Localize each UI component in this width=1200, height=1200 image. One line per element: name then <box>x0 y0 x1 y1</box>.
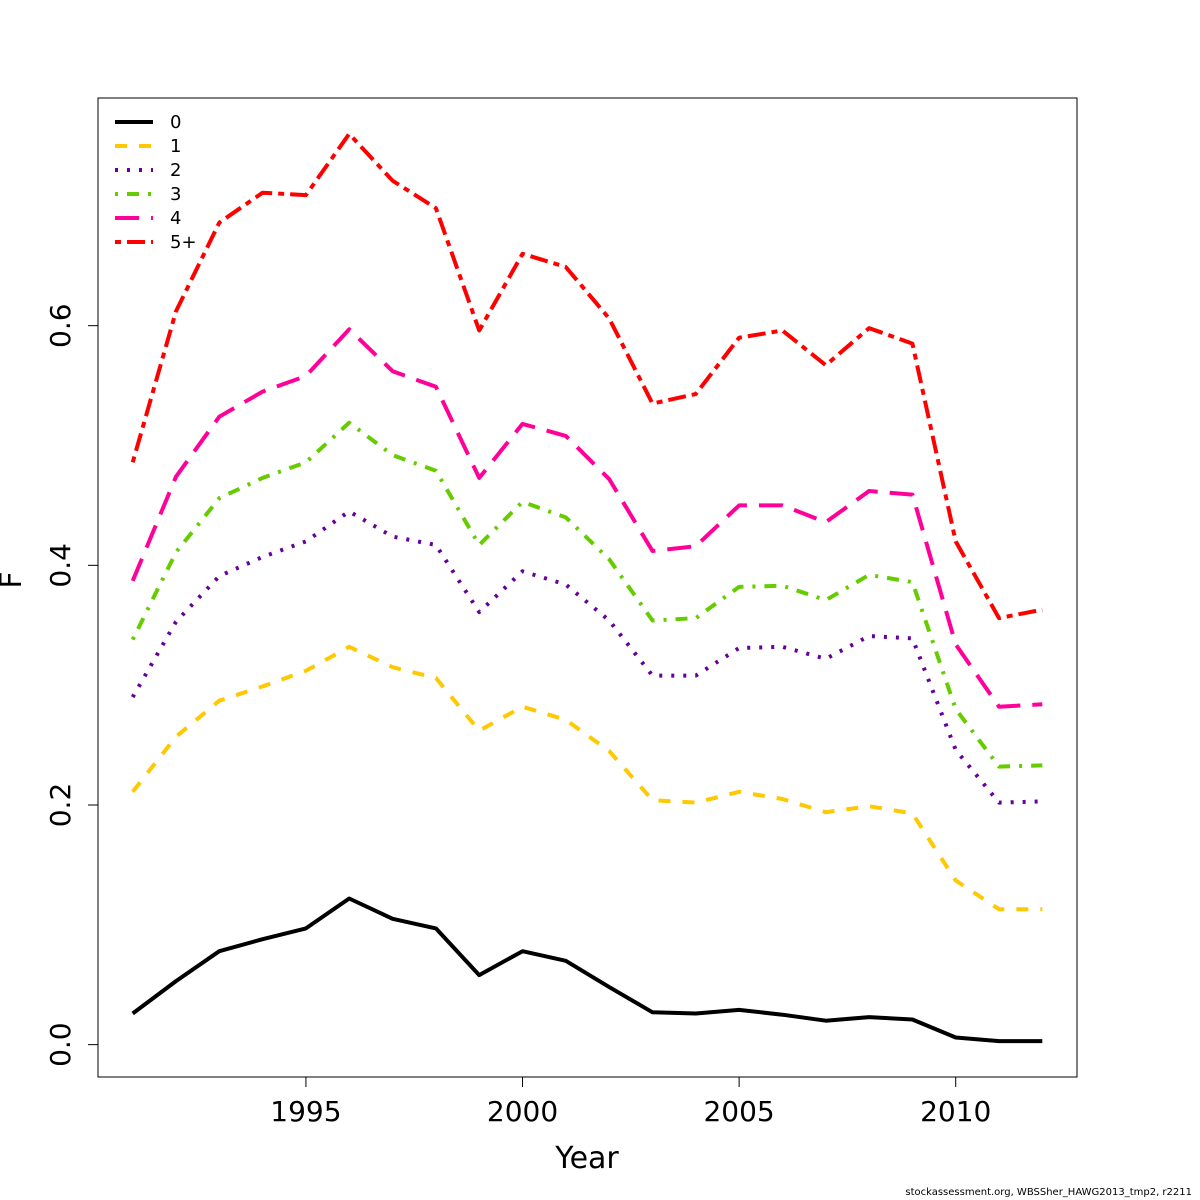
series-line-5plus <box>130 131 1043 621</box>
legend: 0 1 2 3 4 5+ <box>115 112 197 253</box>
x-axis-label: Year <box>554 1141 619 1176</box>
legend-label: 3 <box>170 184 181 205</box>
plot-frame <box>97 97 1078 1078</box>
series-line-2 <box>130 509 1043 805</box>
x-axis: 1995 2000 2005 2010 <box>270 1076 991 1128</box>
y-tick-label: 0.0 <box>44 1022 77 1067</box>
legend-label: 2 <box>170 160 181 181</box>
legend-label: 1 <box>170 136 181 157</box>
series-line-0 <box>131 896 1043 1044</box>
x-tick-label: 1995 <box>270 1095 341 1128</box>
legend-label: 4 <box>170 208 181 229</box>
y-tick-label: 0.2 <box>44 783 77 828</box>
series-layer <box>130 131 1043 1044</box>
series-line-4 <box>130 327 1043 709</box>
credit-text: stockassessment.org, WBSSher_HAWG2013_tm… <box>905 1187 1192 1198</box>
x-tick-label: 2010 <box>920 1095 991 1128</box>
series-line-3 <box>130 420 1043 769</box>
y-axis-label: F <box>0 571 29 588</box>
x-tick-label: 2000 <box>487 1095 558 1128</box>
series-line-1 <box>131 644 1043 912</box>
y-tick-label: 0.4 <box>44 543 77 588</box>
x-tick-label: 2005 <box>703 1095 774 1128</box>
legend-label: 0 <box>170 112 181 133</box>
legend-label: 5+ <box>170 232 197 253</box>
y-tick-label: 0.6 <box>44 303 77 348</box>
y-axis: 0.0 0.2 0.4 0.6 <box>44 303 99 1067</box>
